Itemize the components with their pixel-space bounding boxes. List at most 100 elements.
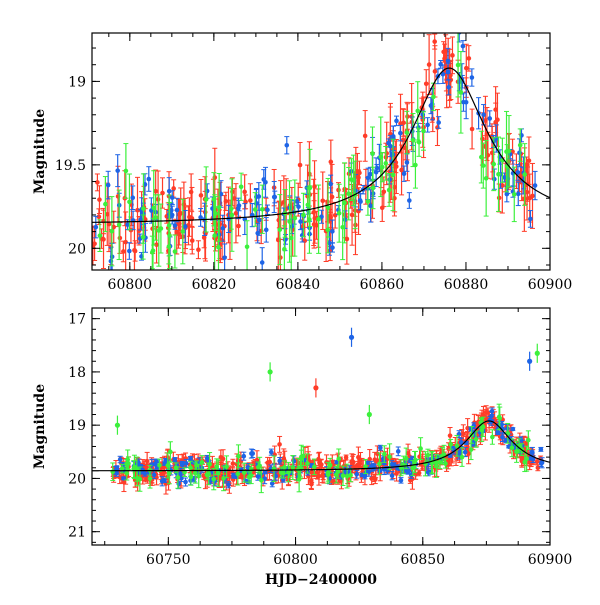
data-point bbox=[388, 143, 393, 149]
y-tick-label: 19 bbox=[68, 74, 86, 90]
data-point bbox=[251, 460, 256, 466]
data-point bbox=[294, 199, 300, 204]
data-point bbox=[410, 465, 416, 471]
data-point bbox=[222, 255, 227, 260]
data-point bbox=[428, 103, 434, 108]
bottom-panel: 60750 60800 60850 60900 17 18 19 20 21 Magnitude H… bbox=[32, 307, 573, 588]
data-point bbox=[425, 452, 431, 458]
data-point bbox=[524, 456, 529, 461]
data-point bbox=[517, 150, 522, 156]
data-point bbox=[378, 445, 383, 451]
plot-frame bbox=[91, 307, 551, 546]
data-point bbox=[121, 479, 127, 485]
data-point bbox=[442, 56, 447, 61]
data-point bbox=[515, 170, 521, 175]
data-point bbox=[95, 180, 100, 185]
data-point bbox=[172, 249, 178, 254]
data-point bbox=[365, 175, 371, 181]
data-point bbox=[363, 464, 368, 469]
data-point bbox=[109, 228, 115, 234]
data-point bbox=[342, 200, 347, 206]
data-point bbox=[105, 182, 111, 188]
data-point bbox=[328, 159, 334, 165]
data-point bbox=[211, 196, 217, 202]
data-point bbox=[445, 58, 451, 64]
data-point bbox=[462, 449, 468, 455]
data-point bbox=[450, 53, 455, 58]
y-tick-label: 18 bbox=[68, 365, 86, 381]
data-point bbox=[327, 462, 333, 468]
data-point bbox=[188, 456, 193, 461]
data-point bbox=[469, 75, 475, 80]
data-point bbox=[125, 222, 130, 227]
y-axis-title: Magnitude bbox=[32, 384, 48, 469]
y-tick-label: 19.5 bbox=[55, 158, 86, 174]
data-point bbox=[418, 446, 423, 451]
data-point bbox=[510, 426, 516, 432]
data-point bbox=[220, 456, 226, 462]
data-point bbox=[256, 217, 262, 223]
data-point bbox=[153, 188, 158, 194]
data-point bbox=[461, 431, 466, 437]
data-point bbox=[398, 121, 403, 126]
data-point bbox=[301, 212, 306, 218]
data-point bbox=[116, 222, 122, 228]
data-point bbox=[172, 223, 178, 228]
data-point bbox=[368, 171, 373, 177]
data-point bbox=[230, 461, 236, 466]
data-point bbox=[277, 227, 283, 232]
data-point bbox=[174, 207, 180, 213]
data-point bbox=[503, 438, 509, 443]
data-point bbox=[369, 476, 375, 481]
data-point bbox=[97, 197, 102, 202]
data-point bbox=[455, 62, 461, 68]
data-point bbox=[316, 216, 321, 222]
data-point bbox=[330, 245, 335, 250]
data-point bbox=[180, 229, 186, 234]
data-point bbox=[481, 112, 486, 118]
data-point bbox=[316, 473, 322, 479]
data-point bbox=[526, 158, 532, 163]
data-point bbox=[466, 56, 472, 61]
data-point bbox=[224, 464, 229, 470]
data-point bbox=[248, 198, 253, 203]
data-point bbox=[204, 188, 210, 194]
data-point bbox=[473, 436, 479, 442]
data-point bbox=[306, 473, 311, 479]
data-point bbox=[97, 233, 103, 238]
data-point bbox=[204, 472, 210, 477]
data-point bbox=[325, 470, 331, 476]
x-tick-label: 60900 bbox=[528, 277, 573, 293]
data-point bbox=[436, 120, 441, 125]
data-point bbox=[362, 473, 368, 479]
data-point bbox=[379, 205, 385, 211]
top-panel: 60800 60820 60840 60860 60880 60900 19 19.5 20 Ma… bbox=[32, 32, 573, 293]
data-point bbox=[443, 461, 448, 466]
data-point bbox=[517, 142, 523, 148]
data-point bbox=[236, 223, 241, 229]
data-point bbox=[407, 198, 412, 203]
data-point bbox=[511, 192, 517, 197]
data-point bbox=[137, 476, 143, 482]
data-point bbox=[233, 210, 239, 216]
data-point bbox=[188, 189, 194, 195]
data-points bbox=[92, 33, 538, 270]
data-point bbox=[381, 456, 386, 462]
data-point bbox=[92, 243, 96, 248]
data-point bbox=[162, 478, 167, 483]
x-tick-label: 60840 bbox=[276, 277, 321, 293]
x-tick-label: 60900 bbox=[528, 552, 573, 568]
data-point bbox=[440, 71, 446, 77]
data-point bbox=[420, 112, 426, 117]
data-point bbox=[377, 461, 382, 467]
data-point bbox=[383, 161, 389, 166]
data-point bbox=[180, 462, 185, 468]
data-point bbox=[344, 473, 350, 479]
data-point bbox=[416, 139, 422, 145]
data-point bbox=[469, 126, 475, 132]
data-point bbox=[398, 478, 404, 483]
data-point bbox=[530, 193, 535, 199]
data-point bbox=[127, 248, 132, 254]
data-point bbox=[438, 62, 443, 67]
data-point bbox=[157, 462, 162, 468]
